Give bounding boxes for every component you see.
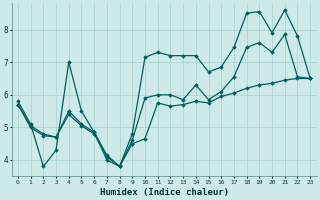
X-axis label: Humidex (Indice chaleur): Humidex (Indice chaleur): [100, 188, 228, 197]
